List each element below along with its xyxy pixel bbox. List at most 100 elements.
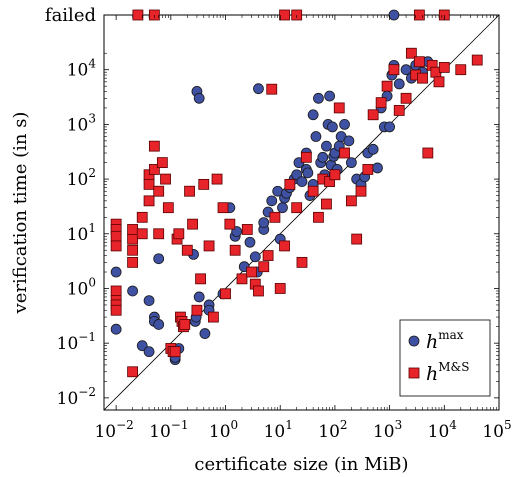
y-axis-ticks: 10−2 10−1 100 101 102 103 104 [57,52,499,409]
data-point-hms [110,304,122,316]
x-axis-ticks: 10−2 10−1 100 101 102 103 104 105 [94,15,512,442]
y-tick-label: 10−2 [57,385,96,409]
data-point-hms [162,202,174,214]
data-point-hms [413,9,425,21]
data-point-hms [393,105,405,116]
data-point-hms [160,173,171,185]
data-point-hms [195,273,206,285]
data-point-hmax [136,340,148,352]
data-point-hms [153,228,165,240]
x-tick-label: 10−1 [149,418,188,442]
data-point-hmax [372,162,383,174]
y-tick-label: 103 [67,111,96,135]
data-point-hmax [258,217,270,229]
legend-marker-hmax [408,335,420,347]
data-point-hms [362,164,374,175]
x-tick-label: 104 [428,418,458,442]
data-point-hms [367,109,379,121]
data-point-hms [246,266,258,278]
data-point-hms [241,224,253,235]
data-point-hmax [327,121,338,133]
data-point-hms [258,261,270,273]
data-point-hms [345,195,357,207]
data-point-hms [313,211,324,223]
data-point-hmax [321,140,332,152]
data-point-hms [284,178,296,190]
legend-marker-hms [408,367,420,379]
data-point-hms [413,56,425,68]
data-point-hms [381,80,393,92]
failed-tick-label: failed [45,5,96,26]
data-point-hmax [253,83,264,95]
data-point-hms [179,319,191,330]
data-point-hmax [307,109,319,121]
data-point-hms [184,185,195,197]
data-point-hmax [193,92,205,104]
x-tick-label: 103 [373,418,402,442]
data-point-hms [191,304,203,316]
data-point-hmax [313,92,324,104]
data-point-hmax [339,118,350,130]
data-point-hms [127,256,138,268]
data-point-hms [169,346,181,358]
data-point-hms [296,256,308,268]
data-point-hms [110,230,122,242]
data-point-hmax [277,202,288,214]
data-point-hms [224,218,236,230]
data-point-hms [148,140,160,152]
data-point-hmax [143,295,155,307]
data-point-hmax [199,328,211,339]
data-point-hms [269,211,281,223]
data-point-hmax [367,143,379,155]
data-point-hms [136,228,148,240]
legend-label: hM&S [426,360,469,385]
data-point-hms [471,54,483,66]
data-point-hms [127,233,138,245]
data-point-hms [156,157,168,169]
data-point-hmax [310,131,322,142]
legend: hmax hM&S [399,319,491,397]
x-axis-title: certificate size (in MiB) [194,454,408,475]
x-tick-label: 102 [318,418,347,442]
data-point-hms [136,211,148,223]
data-point-hms [433,76,445,88]
data-point-hms [127,244,138,256]
data-point-hmax [244,236,256,248]
data-point-hmax [324,90,336,102]
data-point-hmax [127,285,138,297]
data-point-hmax [143,346,155,358]
legend-box [399,319,491,397]
data-point-hms [375,97,387,109]
data-point-hmax [345,157,357,169]
data-point-hms [127,366,138,378]
data-point-hms [300,151,312,163]
y-tick-label: 104 [67,57,97,81]
data-point-hms [181,244,193,256]
data-point-hms [321,198,332,210]
data-point-hmax [388,9,400,21]
data-point-hmax [343,135,355,147]
data-point-hms [388,64,400,76]
data-point-hms [153,185,165,197]
plot-area [103,9,500,411]
data-point-hms [173,228,185,240]
x-tick-label: 105 [482,418,511,442]
data-point-hmax [249,251,261,263]
data-point-hms [438,62,450,73]
data-point-hms [329,169,341,181]
data-point-hmax [393,78,405,90]
data-point-hms [455,64,467,76]
data-point-hms [262,250,274,261]
data-point-hmax [302,167,314,179]
x-tick-label: 10−2 [94,418,133,442]
data-point-hmax [384,121,396,133]
data-point-hmax [110,323,122,335]
data-point-hms [143,195,155,207]
data-point-hms [229,244,241,256]
data-point-hms [203,240,215,252]
data-point-hms [400,92,412,104]
data-point-hms [307,185,319,197]
data-point-hmax [110,266,122,278]
data-point-hms [220,288,231,300]
data-point-hms [405,47,417,59]
